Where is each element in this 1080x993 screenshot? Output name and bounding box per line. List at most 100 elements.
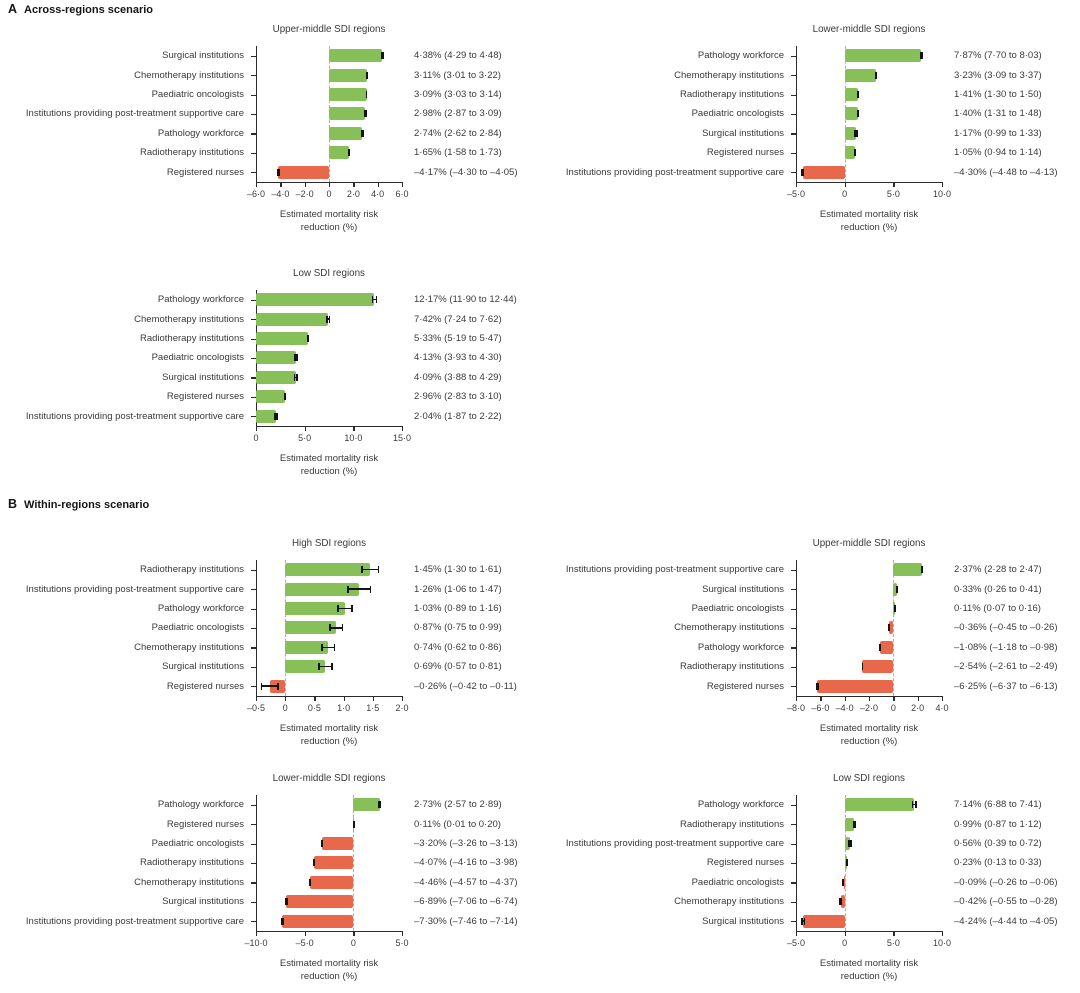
category-label: Pathology workforce	[157, 127, 244, 139]
category-label: Registered nurses	[166, 818, 244, 830]
category-label: Radiotherapy institutions	[139, 564, 244, 576]
x-axis-tick-label: –2·0	[859, 702, 878, 713]
error-bar-cap-high	[879, 643, 882, 651]
x-axis-tick	[256, 426, 258, 431]
value-label: 0·87% (0·75 to 0·99)	[414, 622, 502, 634]
y-axis-tick	[251, 113, 256, 116]
error-bar-cap-high	[321, 840, 323, 847]
plot-area: –5·0 0 5·0 10·0 Pathology workforce 7·14% (6·…	[540, 795, 1080, 993]
bar-positive	[844, 146, 855, 160]
value-label: –1·08% (–1·18 to –0·98)	[954, 641, 1058, 653]
category-label: Pathology workforce	[697, 641, 784, 653]
bar-positive	[256, 312, 329, 326]
value-label: 2·74% (2·62 to 2·84)	[414, 127, 502, 139]
bar-negative	[313, 856, 354, 870]
error-bar	[337, 607, 353, 610]
x-axis-tick-label: 2·0	[346, 188, 360, 199]
error-bar-cap-high	[377, 566, 380, 574]
error-bar	[293, 376, 298, 379]
x-axis-tick-label: –6·0	[811, 702, 830, 713]
x-axis-line	[796, 181, 944, 184]
y-axis-tick	[791, 647, 796, 649]
x-axis-line	[256, 425, 404, 428]
x-axis-caption-line2: reduction (%)	[840, 971, 898, 982]
x-axis-tick-label: 5·0	[886, 937, 900, 948]
x-axis-tick	[402, 931, 404, 936]
bar-positive	[256, 332, 308, 345]
panel-b-title: Within-regions scenario	[24, 499, 150, 511]
error-bar	[361, 568, 380, 571]
x-axis-tick-label: 2·0	[395, 702, 409, 713]
error-bar-cap-high	[296, 373, 298, 381]
chart-title: Lower-middle SDI regions	[272, 773, 386, 784]
category-label: Chemotherapy institutions	[674, 622, 784, 634]
error-bar	[318, 665, 333, 668]
bar-negative	[862, 660, 894, 674]
value-label: 3·11% (3·01 to 3·22)	[414, 69, 501, 81]
x-axis-caption-line1: Estimated mortality risk	[279, 209, 379, 220]
error-bar	[854, 132, 858, 135]
value-label: 5·33% (5·19 to 5·47)	[414, 333, 502, 344]
bar-positive	[285, 621, 336, 635]
panel-b-header: B Within-regions scenario	[8, 497, 149, 511]
y-axis-line	[796, 46, 798, 183]
value-label: 0·99% (0·87 to 1·12)	[954, 818, 1042, 830]
error-bar-cap-high	[284, 393, 287, 401]
x-axis-caption-line2: reduction (%)	[300, 222, 358, 233]
error-bar-cap-high	[840, 898, 842, 906]
error-bar-cap-high	[313, 859, 315, 867]
x-axis-tick	[353, 182, 355, 187]
x-axis-caption: Estimated mortality risk reduction (%)	[676, 957, 1062, 983]
bar-positive	[329, 107, 366, 121]
bar-positive	[285, 640, 329, 654]
value-label: 4·09% (3·88 to 4·29)	[414, 371, 502, 383]
x-axis-caption-line1: Estimated mortality risk	[819, 209, 919, 220]
y-axis-tick	[251, 901, 256, 903]
value-label: –7·30% (–7·46 to –7·14)	[414, 915, 518, 927]
value-label: –2·54% (–2·61 to –2·49)	[954, 661, 1058, 673]
bar-negative	[803, 914, 845, 928]
y-axis-tick	[791, 921, 796, 923]
x-axis-tick-label: 2·0	[911, 702, 925, 713]
y-axis-tick	[251, 824, 256, 826]
error-bar-cap-high	[802, 168, 805, 176]
chart-across-lower-middle-sdi: Lower-middle SDI regions –5·0 0 5·0 10·0 Pat…	[540, 14, 1080, 244]
y-axis-tick	[791, 172, 796, 174]
bar-positive	[329, 68, 367, 82]
error-bar-cap-low	[874, 71, 877, 79]
y-axis-tick	[791, 882, 796, 884]
x-axis-tick	[869, 696, 871, 701]
bar-positive	[329, 88, 367, 101]
category-label: Pathology workforce	[697, 50, 784, 62]
x-axis-tick	[280, 182, 282, 187]
bar-positive	[329, 126, 363, 140]
error-bar-cap-low	[848, 840, 850, 847]
error-bar-cap-low	[919, 52, 922, 60]
category-label: Paediatric oncologists	[151, 838, 244, 849]
value-label: 2·37% (2·28 to 2·47)	[954, 564, 1042, 576]
y-axis-tick	[251, 133, 256, 135]
bar-negative	[278, 165, 329, 179]
y-axis-line	[796, 795, 798, 932]
value-label: 4·38% (4·29 to 4·48)	[414, 50, 502, 62]
value-label: 1·41% (1·30 to 1·50)	[954, 89, 1042, 100]
y-axis-tick	[251, 152, 256, 154]
category-label: Registered nurses	[706, 857, 784, 869]
chart-title: Upper-middle SDI regions	[812, 538, 926, 549]
y-axis-tick	[791, 589, 796, 591]
y-axis-tick	[791, 666, 796, 668]
value-label: 2·98% (2·87 to 3·09)	[414, 108, 502, 120]
category-label: Pathology workforce	[157, 799, 244, 811]
category-label: Pathology workforce	[157, 294, 244, 306]
bar-positive	[285, 563, 370, 577]
error-bar-cap-low	[326, 315, 328, 323]
error-bar-cap-low	[371, 296, 374, 304]
error-bar-cap-high	[857, 110, 860, 118]
x-axis-tick	[917, 696, 919, 701]
x-axis-tick	[942, 696, 944, 701]
value-label: 2·96% (2·83 to 3·10)	[414, 391, 502, 403]
value-label: 1·17% (0·99 to 1·33)	[954, 127, 1042, 139]
error-bar	[848, 842, 852, 845]
y-axis-tick	[251, 172, 256, 174]
error-bar-cap-high	[896, 585, 899, 593]
